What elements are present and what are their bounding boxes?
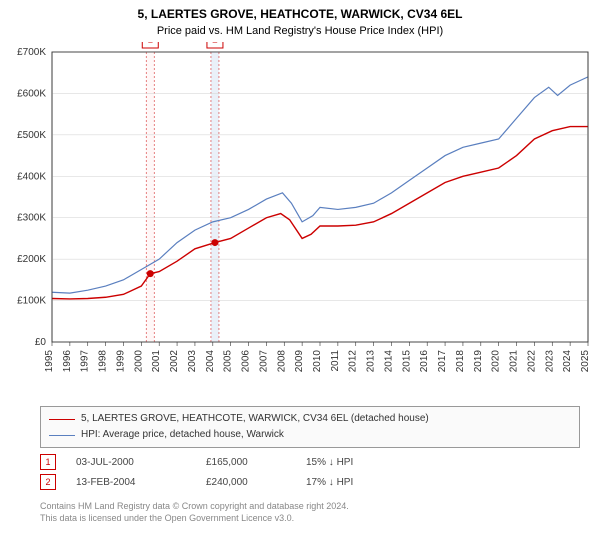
legend-label-hpi: HPI: Average price, detached house, Warw…: [81, 427, 284, 443]
svg-text:2: 2: [212, 42, 218, 46]
svg-text:1: 1: [147, 42, 153, 46]
svg-text:2004: 2004: [205, 350, 216, 373]
legend-label-property: 5, LAERTES GROVE, HEATHCOTE, WARWICK, CV…: [81, 411, 429, 427]
svg-text:2007: 2007: [258, 350, 269, 373]
svg-text:£400K: £400K: [17, 171, 46, 182]
svg-text:2010: 2010: [312, 350, 323, 373]
svg-text:2020: 2020: [491, 350, 502, 373]
svg-text:2018: 2018: [455, 350, 466, 373]
chart-area: £0 £100K £200K £300K £400K £500K £600K £700K 199…: [0, 42, 600, 402]
svg-text:2012: 2012: [348, 350, 359, 373]
svg-text:2002: 2002: [169, 350, 180, 373]
svg-text:£200K: £200K: [17, 254, 46, 265]
chart-subtitle: Price paid vs. HM Land Registry's House …: [0, 23, 600, 37]
svg-text:2025: 2025: [580, 350, 591, 373]
svg-text:2001: 2001: [151, 350, 162, 373]
footer-line-2: This data is licensed under the Open Gov…: [40, 512, 580, 524]
legend-swatch-property: [49, 419, 75, 420]
svg-text:1995: 1995: [44, 350, 55, 373]
svg-text:2006: 2006: [241, 350, 252, 373]
svg-text:£600K: £600K: [17, 88, 46, 99]
svg-text:2000: 2000: [133, 350, 144, 373]
legend: 5, LAERTES GROVE, HEATHCOTE, WARWICK, CV…: [40, 406, 580, 448]
svg-text:£0: £0: [35, 337, 47, 348]
svg-text:2009: 2009: [294, 350, 305, 373]
svg-text:2015: 2015: [401, 350, 412, 373]
svg-text:2024: 2024: [562, 350, 573, 373]
svg-text:2021: 2021: [509, 350, 520, 373]
svg-text:£700K: £700K: [17, 47, 46, 58]
svg-text:2019: 2019: [473, 350, 484, 373]
svg-text:2023: 2023: [544, 350, 555, 373]
footer-line-1: Contains HM Land Registry data © Crown c…: [40, 500, 580, 512]
sale-marker-1: 1: [40, 454, 56, 470]
svg-text:£100K: £100K: [17, 296, 46, 307]
svg-text:1996: 1996: [62, 350, 73, 373]
legend-row-hpi: HPI: Average price, detached house, Warw…: [49, 427, 571, 443]
svg-text:£300K: £300K: [17, 213, 46, 224]
table-row: 2 13-FEB-2004 £240,000 17% ↓ HPI: [40, 472, 580, 492]
table-row: 1 03-JUL-2000 £165,000 15% ↓ HPI: [40, 452, 580, 472]
sale-price: £240,000: [206, 477, 286, 488]
svg-text:2016: 2016: [419, 350, 430, 373]
svg-text:2014: 2014: [383, 350, 394, 373]
svg-text:2017: 2017: [437, 350, 448, 373]
sale-date: 03-JUL-2000: [76, 457, 186, 468]
sale-diff: 17% ↓ HPI: [306, 477, 406, 488]
legend-row-property: 5, LAERTES GROVE, HEATHCOTE, WARWICK, CV…: [49, 411, 571, 427]
sale-price: £165,000: [206, 457, 286, 468]
legend-swatch-hpi: [49, 435, 75, 436]
svg-text:2022: 2022: [526, 350, 537, 373]
footer-attribution: Contains HM Land Registry data © Crown c…: [40, 500, 580, 524]
sales-table: 1 03-JUL-2000 £165,000 15% ↓ HPI 2 13-FE…: [40, 452, 580, 492]
svg-text:2003: 2003: [187, 350, 198, 373]
svg-text:2008: 2008: [276, 350, 287, 373]
sale-diff: 15% ↓ HPI: [306, 457, 406, 468]
svg-text:£500K: £500K: [17, 130, 46, 141]
sale-marker-2: 2: [40, 474, 56, 490]
svg-text:1998: 1998: [98, 350, 109, 373]
chart-title: 5, LAERTES GROVE, HEATHCOTE, WARWICK, CV…: [0, 0, 600, 23]
svg-text:2011: 2011: [330, 350, 341, 372]
svg-text:1997: 1997: [80, 350, 91, 373]
svg-text:1999: 1999: [115, 350, 126, 373]
svg-text:2013: 2013: [366, 350, 377, 373]
svg-text:2005: 2005: [223, 350, 234, 373]
sale-date: 13-FEB-2004: [76, 477, 186, 488]
